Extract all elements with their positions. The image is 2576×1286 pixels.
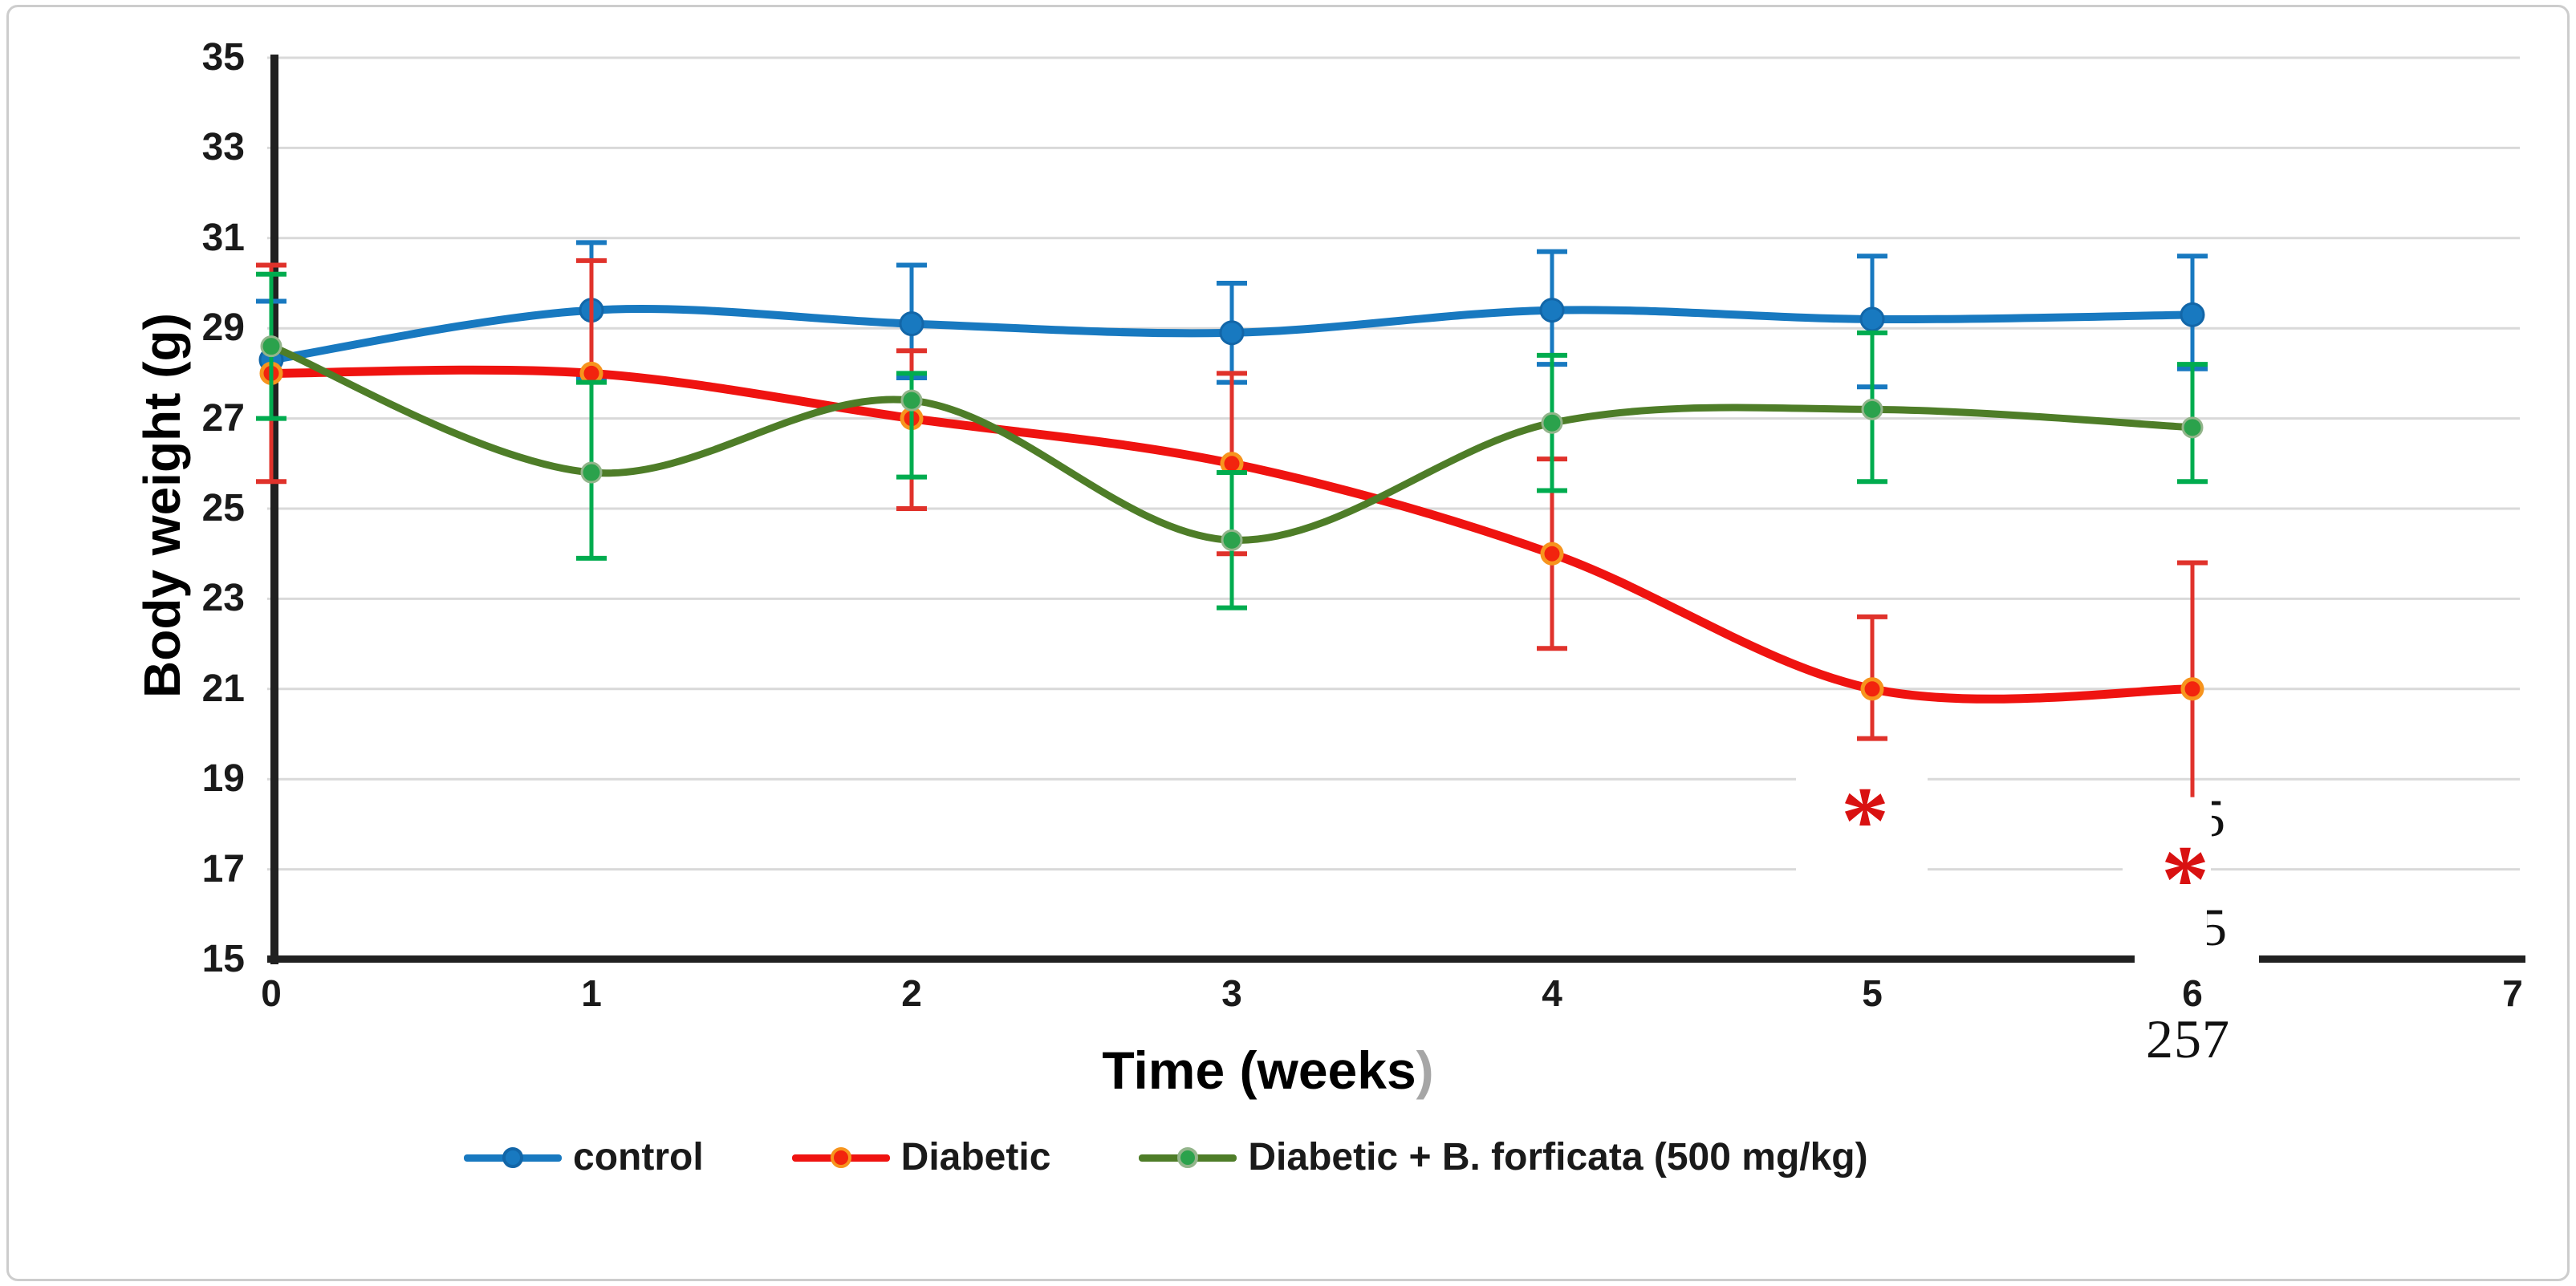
y-tick-label-23: 23 [201,577,245,620]
legend-label: Diabetic [900,1136,1051,1178]
data-point-marker [580,461,603,484]
data-point-marker [1861,398,1883,420]
significance-asterisk-week-6: * [2161,825,2209,932]
y-tick-label-17: 17 [201,847,245,890]
legend-marker-icon [1139,1146,1237,1168]
legend-marker-icon [791,1146,890,1168]
clipped-glyph-fragment-2: 5 [2207,902,2231,953]
legend-marker-icon [464,1146,562,1168]
data-point-marker [1221,529,1243,551]
legend-label: Diabetic + B. forficata (500 mg/kg) [1248,1136,1868,1178]
data-point-marker [1860,677,1884,701]
page-number: 257 [2146,1008,2230,1069]
data-point-marker [1219,320,1245,346]
y-tick-label-19: 19 [201,757,245,801]
data-point-marker [1859,306,1885,332]
legend-item-control: control [464,1135,704,1179]
y-tick-label-29: 29 [201,306,245,350]
y-tick-label-31: 31 [201,216,245,259]
y-tick-label-25: 25 [201,487,245,529]
x-axis-line-1 [267,955,2135,963]
x-axis-title: Time (weeks) [931,1040,1605,1101]
data-point-marker [900,389,923,412]
legend-dot-sample [830,1146,851,1168]
clipped-glyph-text: 5 [2212,793,2225,842]
series-diabetic-b-forficata-500-mg-kg [256,271,2208,611]
data-point-marker [260,335,282,358]
y-tick-label-21: 21 [201,667,245,710]
x-tick-label-5: 5 [1862,972,1883,1014]
significance-asterisk-week-5: * [1841,766,1889,874]
clipped-glyph-fragment-1: 5 [2212,793,2229,842]
data-point-marker [899,311,924,337]
chart-legend: control Diabetic Diabetic + B. forficata (… [464,1135,1868,1179]
x-tick-label-7: 7 [2502,972,2523,1014]
y-tick-label-15: 15 [201,938,245,980]
data-point-marker [1541,412,1563,434]
y-tick-label-27: 27 [201,396,245,440]
x-tick-label-0: 0 [261,972,282,1014]
x-tick-label-2: 2 [901,972,922,1014]
y-tick-label-35: 35 [201,36,245,79]
y-tick-label-33: 33 [201,126,245,169]
legend-item-diabetic: Diabetic [791,1135,1051,1179]
data-point-marker [2181,416,2204,439]
x-tick-label-3: 3 [1221,972,1242,1014]
x-axis-line-2 [2259,955,2525,963]
data-point-marker [2180,302,2205,327]
data-point-marker [2180,677,2204,701]
clipped-glyph-text: 5 [2207,902,2227,953]
x-axis-title-paren: ) [1416,1041,1434,1100]
legend-item-diabetic-b-forficata-500-mg-kg: Diabetic + B. forficata (500 mg/kg) [1139,1135,1868,1179]
data-point-marker [1539,298,1565,323]
y-axis-line [270,55,278,964]
x-tick-label-6: 6 [2182,972,2203,1014]
x-tick-label-4: 4 [1542,972,1562,1014]
data-point-marker [1540,542,1564,566]
legend-dot-sample [502,1146,523,1168]
x-tick-label-1: 1 [581,972,602,1014]
legend-dot-sample [1177,1146,1199,1168]
legend-label: control [573,1136,704,1178]
x-axis-title-text: Time (weeks [1102,1041,1416,1100]
